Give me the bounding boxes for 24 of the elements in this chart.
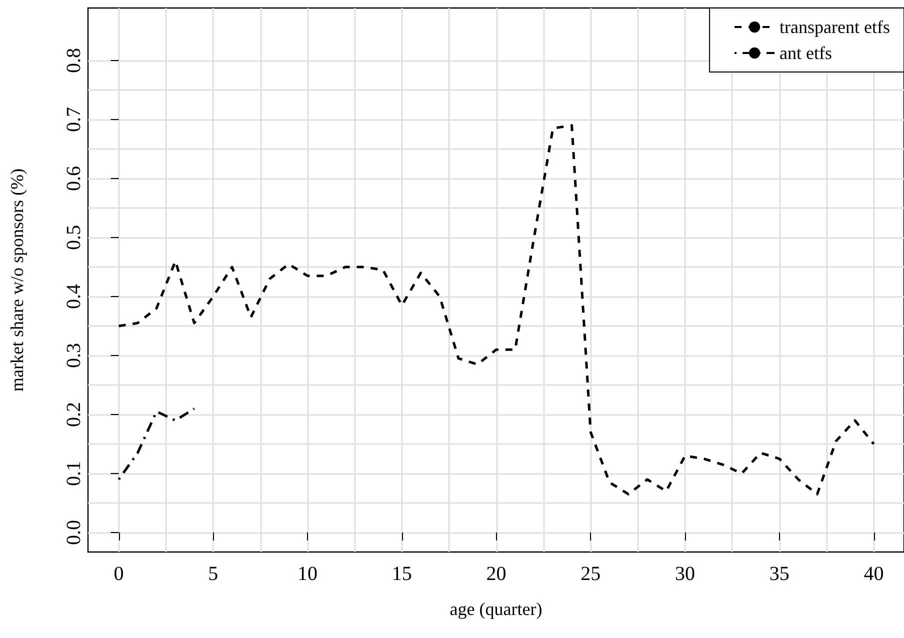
legend-label: transparent etfs — [780, 17, 890, 37]
y-axis-title: market share w/o sponsors (%) — [7, 168, 27, 392]
x-tick-label: 30 — [675, 563, 696, 585]
y-tick-label: 0.7 — [63, 107, 85, 132]
y-tick-label: 0.0 — [63, 520, 85, 546]
line-series — [118, 407, 196, 481]
y-tick-label: 0.8 — [63, 48, 85, 74]
y-tick-label: 0.4 — [63, 284, 85, 310]
y-tick-label: 0.6 — [63, 166, 85, 192]
y-tick-label: 0.2 — [63, 402, 85, 428]
y-tick-label: 0.1 — [63, 461, 85, 486]
x-axis-title: age (quarter) — [450, 599, 542, 619]
x-tick-label: 40 — [864, 563, 884, 585]
y-tick-label: 0.5 — [63, 225, 85, 250]
x-tick-label: 35 — [769, 563, 790, 585]
y-tick-label: 0.3 — [63, 343, 85, 368]
x-tick-label: 0 — [114, 563, 124, 585]
x-tick-label: 25 — [580, 563, 601, 585]
x-tick-label: 5 — [208, 563, 218, 585]
x-tick-label: 15 — [392, 563, 412, 585]
line-series — [118, 124, 876, 496]
x-tick-label: 20 — [486, 563, 506, 585]
legend-label: ant etfs — [780, 43, 832, 63]
x-tick-label: 10 — [298, 563, 318, 585]
